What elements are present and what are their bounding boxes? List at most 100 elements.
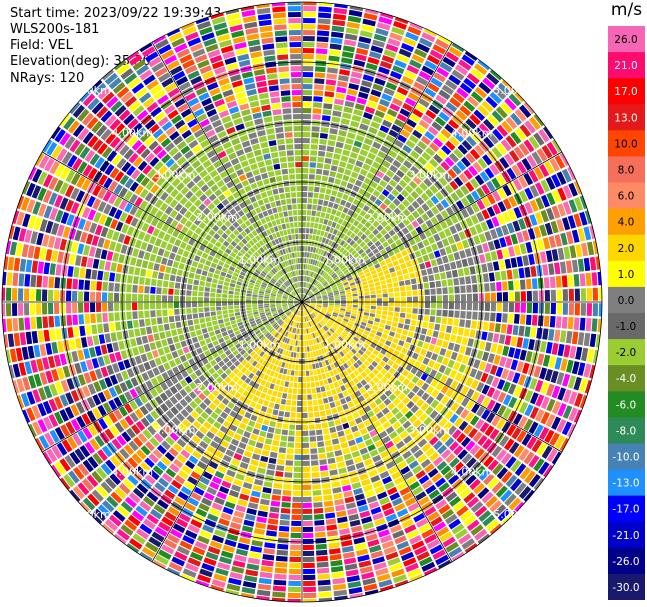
radar-gate bbox=[316, 229, 321, 236]
radar-gate bbox=[496, 214, 506, 225]
radar-gate bbox=[397, 374, 406, 383]
radar-gate bbox=[445, 217, 454, 227]
radar-gate bbox=[387, 335, 394, 342]
radar-gate bbox=[368, 126, 378, 135]
radar-gate bbox=[363, 312, 370, 316]
radar-gate bbox=[429, 184, 439, 194]
radar-gate bbox=[375, 252, 382, 259]
radar-gate bbox=[289, 424, 296, 430]
radar-gate bbox=[252, 294, 258, 298]
radar-gate bbox=[275, 561, 288, 568]
radar-gate bbox=[339, 288, 345, 292]
radar-gate bbox=[380, 211, 388, 219]
radar-gate bbox=[348, 513, 360, 521]
radar-gate bbox=[404, 410, 414, 419]
radar-gate bbox=[448, 518, 461, 530]
radar-gate bbox=[447, 168, 457, 179]
radar-gate bbox=[316, 393, 322, 399]
radar-gate bbox=[339, 124, 349, 131]
radar-gate bbox=[304, 258, 307, 264]
radar-gate bbox=[13, 332, 21, 347]
radar-gate bbox=[469, 444, 481, 456]
radar-gate bbox=[255, 390, 262, 397]
radar-gate bbox=[487, 459, 499, 472]
radar-gate bbox=[326, 451, 335, 458]
radar-gate bbox=[444, 123, 456, 135]
radar-gate bbox=[297, 340, 300, 346]
radar-gate bbox=[235, 284, 242, 289]
radar-gate bbox=[545, 250, 553, 263]
radar-gate bbox=[192, 307, 198, 314]
radar-gate bbox=[496, 302, 502, 312]
radar-gate bbox=[505, 135, 517, 148]
radar-gate bbox=[7, 256, 15, 271]
radar-gate bbox=[285, 460, 293, 466]
radar-gate bbox=[414, 408, 424, 418]
radar-gate bbox=[317, 156, 325, 163]
radar-gate bbox=[262, 487, 272, 494]
radar-gate bbox=[162, 302, 168, 309]
radar-gate bbox=[395, 239, 403, 247]
radar-gate bbox=[502, 407, 512, 420]
radar-gate bbox=[344, 563, 358, 571]
radar-gate bbox=[337, 80, 348, 88]
radar-gate bbox=[415, 491, 427, 501]
radar-gate bbox=[372, 259, 379, 265]
radar-gate bbox=[24, 288, 30, 301]
radar-gate bbox=[378, 16, 393, 25]
radar-gate bbox=[370, 269, 377, 275]
radar-gate bbox=[373, 277, 380, 283]
radar-gate bbox=[204, 297, 210, 302]
radar-gate bbox=[574, 197, 584, 211]
radar-gate bbox=[377, 271, 384, 277]
radar-gate bbox=[531, 439, 543, 453]
radar-gate bbox=[519, 314, 526, 325]
radar-gate bbox=[385, 440, 394, 449]
radar-gate bbox=[537, 353, 545, 366]
radar-gate bbox=[474, 86, 488, 99]
radar-gate bbox=[351, 259, 357, 265]
radar-gate bbox=[143, 343, 151, 353]
radar-gate bbox=[385, 411, 394, 420]
radar-gate bbox=[270, 500, 281, 507]
radar-gate bbox=[344, 251, 350, 258]
radar-gate bbox=[59, 238, 67, 251]
radar-gate bbox=[138, 250, 145, 259]
radar-gate bbox=[318, 12, 332, 19]
radar-gate bbox=[186, 314, 193, 320]
radar-gate bbox=[416, 277, 423, 284]
radar-gate bbox=[491, 377, 500, 388]
radar-gate bbox=[403, 160, 413, 169]
radar-gate bbox=[339, 358, 346, 364]
radar-gate bbox=[392, 65, 405, 75]
radar-gate bbox=[94, 247, 102, 259]
radar-gate bbox=[369, 166, 378, 175]
radar-gate bbox=[579, 273, 586, 287]
radar-gate bbox=[246, 293, 252, 297]
radar-gate bbox=[85, 325, 92, 336]
radar-gate bbox=[536, 442, 548, 456]
radar-gate bbox=[340, 306, 346, 309]
radar-gate bbox=[542, 237, 551, 250]
radar-gate bbox=[321, 482, 331, 489]
radar-gate bbox=[349, 318, 356, 322]
radar-gate bbox=[329, 195, 336, 202]
radar-gate bbox=[543, 464, 553, 478]
radar-gate bbox=[412, 465, 423, 475]
radar-gate bbox=[204, 312, 211, 317]
radar-gate bbox=[390, 255, 397, 262]
radar-gate bbox=[246, 290, 253, 294]
radar-gate bbox=[488, 272, 495, 282]
radar-gate bbox=[562, 303, 568, 315]
radar-gate bbox=[370, 290, 376, 295]
radar-gate bbox=[260, 498, 270, 506]
radar-gate bbox=[168, 302, 174, 309]
radar-gate bbox=[342, 370, 349, 377]
radar-gate bbox=[322, 319, 327, 324]
radar-gate bbox=[279, 441, 287, 448]
radar-gate bbox=[319, 380, 324, 386]
radar-gate bbox=[311, 286, 316, 291]
radar-gate bbox=[465, 276, 471, 285]
radar-gate bbox=[303, 42, 315, 48]
radar-gate bbox=[309, 430, 316, 436]
